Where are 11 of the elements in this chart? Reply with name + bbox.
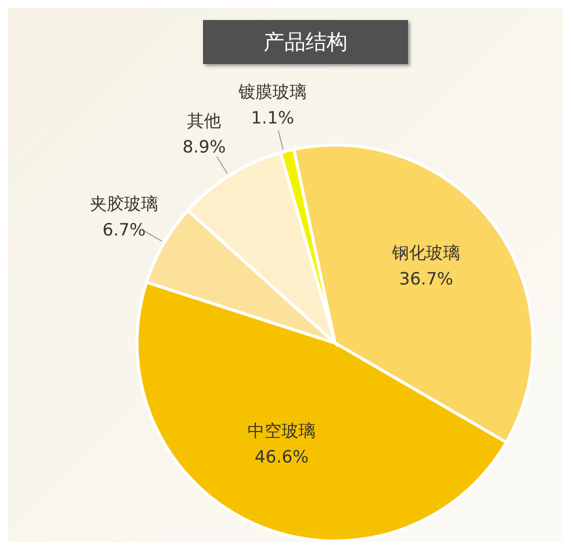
slice-label: 中空玻璃	[248, 422, 316, 442]
slice-label: 其他	[187, 111, 222, 132]
data-label: 46.6%	[254, 448, 309, 468]
data-label: 6.7%	[102, 220, 146, 240]
data-label: 1.1%	[251, 108, 294, 128]
slice-label: 镀膜玻璃	[238, 82, 307, 102]
slice-label: 钢化玻璃	[391, 243, 460, 264]
chart-title: 产品结构	[203, 20, 408, 64]
data-label: 36.7%	[399, 269, 454, 290]
data-label: 8.9%	[182, 137, 226, 158]
slice-label: 夹胶玻璃	[90, 194, 158, 214]
